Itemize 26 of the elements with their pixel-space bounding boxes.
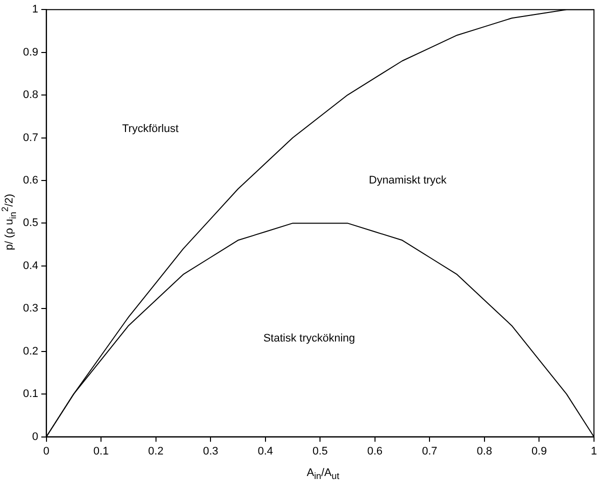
y-tick-label: 0.4 (22, 260, 38, 272)
x-tick-label: 0.1 (93, 445, 109, 458)
x-tick-label: 0.8 (476, 445, 492, 458)
y-tick-label: 0.5 (22, 217, 38, 230)
y-tick-label: 0.3 (22, 302, 38, 315)
x-tick-label: 0.4 (258, 445, 273, 458)
annotation: Statisk tryckökning (263, 332, 356, 345)
x-tick-label: 0.9 (532, 445, 547, 458)
x-tick-label: 0.5 (312, 445, 328, 458)
y-tick-label: 0.6 (22, 174, 38, 187)
y-tick-label: 0.1 (22, 388, 38, 400)
y-tick-label: 0 (32, 430, 38, 443)
x-tick-label: 1 (590, 445, 598, 458)
y-tick-label: 0.7 (22, 132, 38, 144)
y-tick-label: 0.9 (22, 46, 38, 58)
y-tick-label: 1 (32, 4, 38, 16)
annotation: Tryckförlust (122, 123, 179, 136)
x-tick-label: 0.7 (422, 445, 438, 458)
annotation: Dynamiskt tryck (368, 174, 448, 187)
x-tick-label: 0.3 (202, 445, 218, 458)
x-tick-label: 0.2 (148, 445, 164, 458)
y-tick-label: 0.2 (22, 345, 38, 358)
y-tick-label: 0.8 (22, 89, 38, 102)
x-tick-label: 0 (43, 445, 50, 458)
x-tick-label: 0.6 (367, 445, 383, 458)
x-axis-title: A$_{in}$/A$_{ut}$ (306, 466, 340, 482)
